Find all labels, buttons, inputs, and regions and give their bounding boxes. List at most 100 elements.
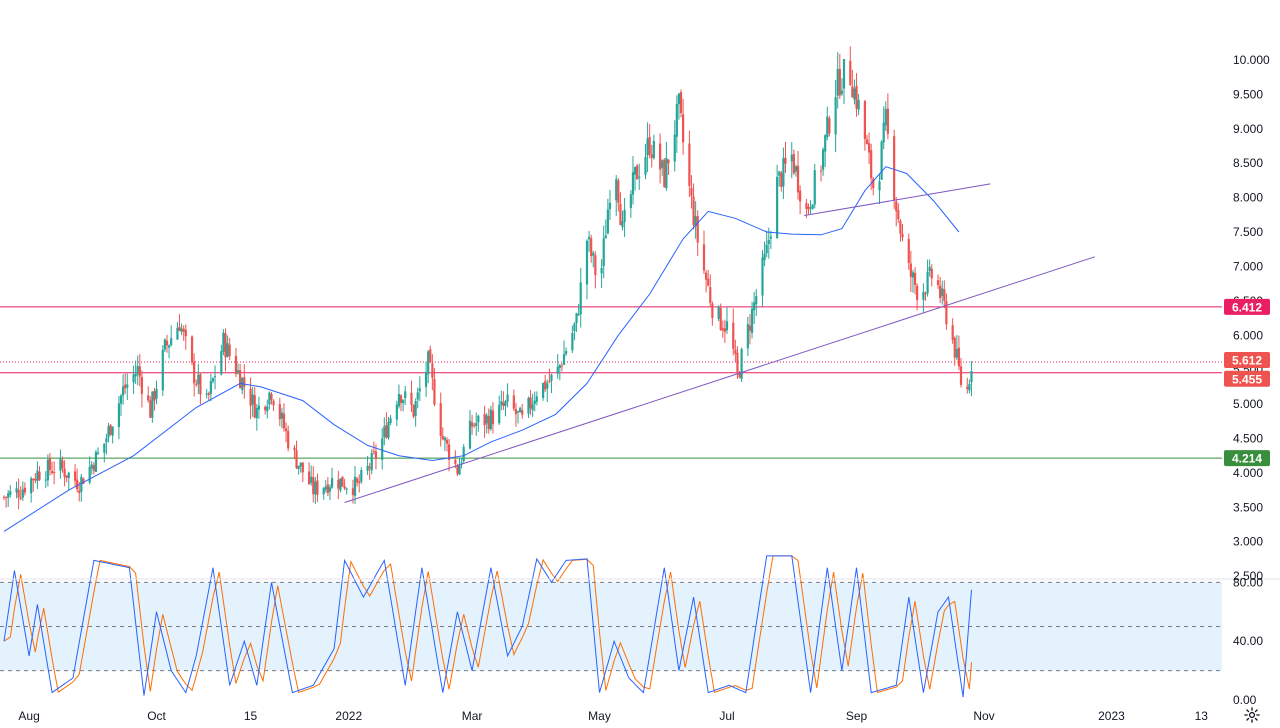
candle-body bbox=[602, 238, 605, 267]
candle-body bbox=[957, 347, 961, 367]
candle-body bbox=[414, 400, 417, 416]
candle-body bbox=[780, 172, 783, 188]
gear-icon[interactable] bbox=[1241, 704, 1263, 726]
candle-body bbox=[544, 381, 547, 390]
candle-body bbox=[535, 396, 538, 402]
candle-body bbox=[629, 194, 632, 208]
candle-body bbox=[140, 377, 144, 394]
candle-body bbox=[161, 349, 164, 391]
candle-body bbox=[953, 338, 956, 358]
candle-body bbox=[784, 157, 787, 164]
x-tick-label: 2022 bbox=[335, 709, 362, 723]
candle-body bbox=[842, 59, 846, 89]
candle-body bbox=[694, 216, 697, 227]
candle-body bbox=[498, 404, 501, 424]
candle-body bbox=[571, 333, 574, 351]
candle-body bbox=[178, 326, 181, 331]
y-tick-label: 7.500 bbox=[1233, 225, 1263, 239]
candle-body bbox=[761, 257, 764, 296]
y-tick-label: 10.000 bbox=[1233, 53, 1270, 67]
candle-body bbox=[709, 287, 712, 303]
candle-body bbox=[822, 149, 825, 170]
y-tick-label: 8.500 bbox=[1233, 156, 1263, 170]
candle-body bbox=[78, 490, 81, 494]
candle-body bbox=[88, 466, 91, 483]
candle-body bbox=[424, 372, 428, 387]
candle-body bbox=[402, 400, 405, 404]
candle-body bbox=[176, 327, 179, 340]
candle-body bbox=[195, 383, 198, 385]
candle-body bbox=[531, 404, 534, 411]
candle-body bbox=[886, 108, 889, 134]
candle-body bbox=[895, 201, 898, 212]
candle-body bbox=[48, 458, 52, 471]
candle-body bbox=[50, 471, 54, 474]
candle-body bbox=[46, 459, 49, 481]
candle-body bbox=[519, 408, 522, 413]
x-tick-label: Aug bbox=[18, 709, 39, 723]
candle-body bbox=[838, 68, 841, 96]
candle-body bbox=[840, 90, 844, 94]
candle-body bbox=[514, 409, 518, 415]
candle-body bbox=[851, 86, 854, 98]
stoch-tick-label: 40.00 bbox=[1233, 634, 1263, 648]
candle-body bbox=[916, 285, 919, 301]
candle-body bbox=[579, 282, 582, 315]
candle-body bbox=[638, 176, 641, 178]
candle-body bbox=[184, 329, 187, 337]
moving-average-line bbox=[3, 166, 960, 532]
stoch-k-line bbox=[3, 555, 972, 698]
candle-body bbox=[462, 446, 465, 462]
candle-body bbox=[813, 170, 816, 205]
candle-body bbox=[397, 394, 401, 407]
candle-body bbox=[884, 108, 887, 126]
candle-body bbox=[213, 375, 217, 377]
candle-body bbox=[897, 210, 900, 220]
candle-body bbox=[608, 202, 612, 210]
candle-body bbox=[826, 116, 829, 138]
candle-body bbox=[418, 388, 421, 392]
candle-body bbox=[675, 104, 678, 137]
candle-body bbox=[17, 489, 20, 498]
candle-body bbox=[872, 178, 875, 189]
candle-body bbox=[322, 488, 325, 495]
candle-body bbox=[358, 481, 361, 484]
candle-body bbox=[197, 374, 200, 385]
candle-body bbox=[67, 472, 70, 478]
candle-body bbox=[295, 450, 298, 469]
candle-body bbox=[76, 479, 79, 490]
candle-body bbox=[180, 328, 183, 332]
support-badge-label: 4.214 bbox=[1232, 452, 1262, 466]
candle-body bbox=[836, 68, 839, 96]
candle-body bbox=[90, 464, 93, 469]
candle-body bbox=[475, 422, 478, 426]
candle-body bbox=[345, 488, 348, 490]
candle-body bbox=[368, 466, 371, 469]
candle-body bbox=[483, 414, 486, 426]
candle-body bbox=[370, 453, 373, 471]
candle-body bbox=[955, 349, 958, 358]
candle-body bbox=[337, 479, 340, 489]
candle-body bbox=[857, 100, 860, 110]
candle-body bbox=[297, 465, 300, 470]
candle-body bbox=[343, 486, 346, 489]
candle-body bbox=[707, 278, 710, 286]
candle-body bbox=[351, 488, 355, 496]
candle-body bbox=[243, 377, 246, 387]
candle-body bbox=[529, 397, 532, 409]
candle-body bbox=[909, 263, 912, 277]
candle-body bbox=[926, 271, 929, 294]
support-badge: 4.214 bbox=[1224, 450, 1270, 467]
candle-body bbox=[34, 478, 37, 481]
resistance-badge-bg bbox=[1224, 298, 1270, 315]
candle-body bbox=[151, 391, 154, 418]
resistance-badge: 6.412 bbox=[1224, 298, 1270, 315]
level-badge: 5.455 bbox=[1224, 370, 1270, 387]
candle-body bbox=[646, 138, 649, 156]
candle-body bbox=[32, 478, 35, 481]
candle-body bbox=[7, 493, 10, 498]
candle-body bbox=[138, 366, 141, 377]
candle-body bbox=[702, 244, 706, 271]
candle-body bbox=[132, 374, 135, 383]
